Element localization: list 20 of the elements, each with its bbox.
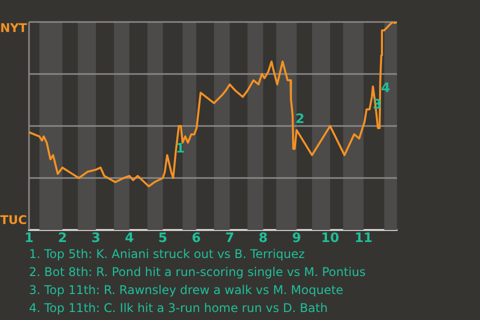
x-tick-label: 5 [158, 231, 168, 246]
annotation: 2 [295, 112, 305, 128]
text: 4. Top 11th: C. Ilk hit a 3-run home run vs D. Bath [29, 300, 329, 317]
x-tick-label: 6 [192, 231, 201, 246]
x-tick-label: 11 [354, 231, 373, 246]
annotation: 4 [381, 80, 390, 96]
x-tick-label: 9 [292, 231, 302, 246]
text: NYT [0, 21, 28, 36]
x-tick-label: 8 [258, 231, 268, 246]
x-tick-label: 10 [321, 231, 340, 246]
x-tick-label: 1 [24, 231, 34, 246]
x-tick-label: 3 [91, 231, 100, 246]
annotation: 1 [176, 141, 185, 156]
x-tick-label: 4 [124, 231, 134, 246]
text: 2. Bot 8th: R. Pond hit a run-scoring single vs M. Pontius [29, 264, 366, 281]
x-tick-label: 2 [58, 231, 67, 246]
text: 3. Top 11th: R. Rawnsley drew a walk vs M. Moquete [29, 282, 344, 299]
text: 1. Top 5th: K. Aniani struck out vs B. Terriquez [29, 246, 306, 263]
text: TUC [0, 213, 28, 228]
x-tick-label: 7 [225, 231, 234, 246]
